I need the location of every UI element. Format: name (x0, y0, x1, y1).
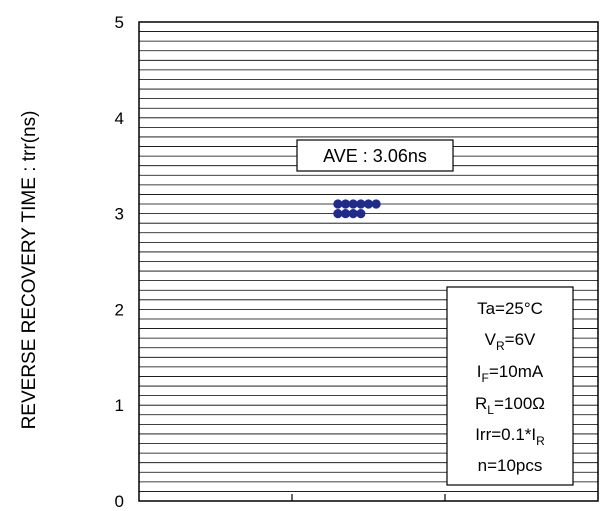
condition-n: n=10pcs (478, 456, 543, 475)
average-annotation-text: AVE : 3.06ns (323, 146, 427, 166)
conditions-box-frame (446, 286, 574, 486)
y-tick-label: 4 (115, 109, 124, 128)
data-points (333, 199, 381, 219)
data-point (348, 199, 358, 209)
condition-vr: VR=6V (485, 330, 536, 353)
x-ticks (291, 494, 446, 501)
condition-rl: RL=100Ω (475, 394, 545, 417)
y-tick-label: 3 (115, 205, 124, 224)
condition-ta: Ta=25°C (477, 299, 543, 318)
y-tick-label: 0 (115, 492, 124, 511)
conditions-box: Ta=25°C VR=6V IF=10mA RL=100Ω Irr=0.1*IR… (446, 286, 574, 486)
y-tick-label: 1 (115, 396, 124, 415)
data-point (340, 199, 351, 209)
condition-irr: Irr=0.1*IR (475, 425, 545, 448)
plot-frame (138, 21, 599, 502)
data-point (348, 209, 358, 219)
average-annotation-box (296, 139, 454, 172)
y-tick-label: 5 (115, 13, 124, 32)
y-tick-label: 2 (115, 300, 124, 319)
data-point (356, 209, 366, 219)
data-point (356, 199, 366, 209)
average-annotation: AVE : 3.06ns (296, 139, 454, 172)
y-axis-label: REVERSE RECOVERY TIME : trr(ns) (19, 111, 40, 430)
data-point (333, 209, 343, 219)
condition-if: IF=10mA (477, 362, 544, 385)
data-point (371, 199, 381, 209)
data-point (363, 199, 374, 209)
y-tick-labels: 0 1 2 3 4 5 (115, 13, 124, 511)
data-point (333, 199, 343, 209)
data-point (340, 209, 351, 219)
